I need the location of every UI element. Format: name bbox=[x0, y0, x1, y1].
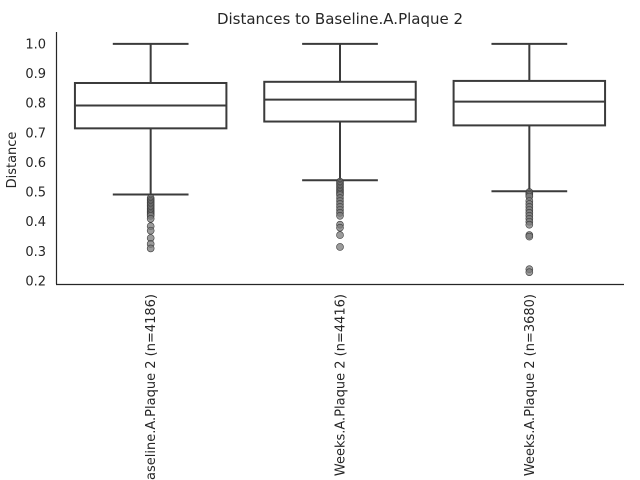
iqr-box bbox=[452, 79, 607, 127]
outlier-point bbox=[146, 226, 155, 235]
y-tick-label: 0.4 bbox=[25, 215, 46, 230]
outlier-point bbox=[525, 268, 534, 276]
outlier-point bbox=[146, 244, 155, 253]
y-tick-label: 0.5 bbox=[25, 186, 46, 201]
y-tick-label: 0.8 bbox=[25, 97, 46, 112]
box-group bbox=[263, 42, 417, 251]
y-axis-label: Distance bbox=[5, 132, 20, 189]
x-tick-label: Weeks.A.Plaque 2 (n=3680) bbox=[523, 294, 538, 476]
y-tick-label: 0.9 bbox=[25, 67, 46, 82]
outlier-point bbox=[336, 212, 344, 220]
outlier-point bbox=[336, 231, 344, 239]
x-tick-label: Weeks.A.Plaque 2 (n=4416) bbox=[334, 294, 349, 476]
chart-title: Distances to Baseline.A.Plaque 2 bbox=[217, 10, 463, 28]
iqr-box bbox=[263, 80, 417, 123]
outlier-point bbox=[525, 232, 534, 241]
y-tick-label: 0.3 bbox=[25, 245, 46, 260]
y-tick-label: 0.6 bbox=[25, 156, 46, 171]
outlier-point bbox=[336, 223, 344, 232]
outlier-point bbox=[146, 214, 155, 223]
y-tick-label: 1.0 bbox=[25, 37, 46, 52]
y-tick-label: 0.7 bbox=[25, 126, 46, 141]
outlier-point bbox=[336, 243, 344, 251]
box-group bbox=[452, 42, 607, 276]
y-tick-label: 0.2 bbox=[25, 275, 46, 290]
x-tick-label: Baseline.A.Plaque 2 (n=4186) bbox=[144, 294, 159, 480]
outlier-point bbox=[525, 220, 534, 229]
box-group bbox=[73, 42, 228, 253]
